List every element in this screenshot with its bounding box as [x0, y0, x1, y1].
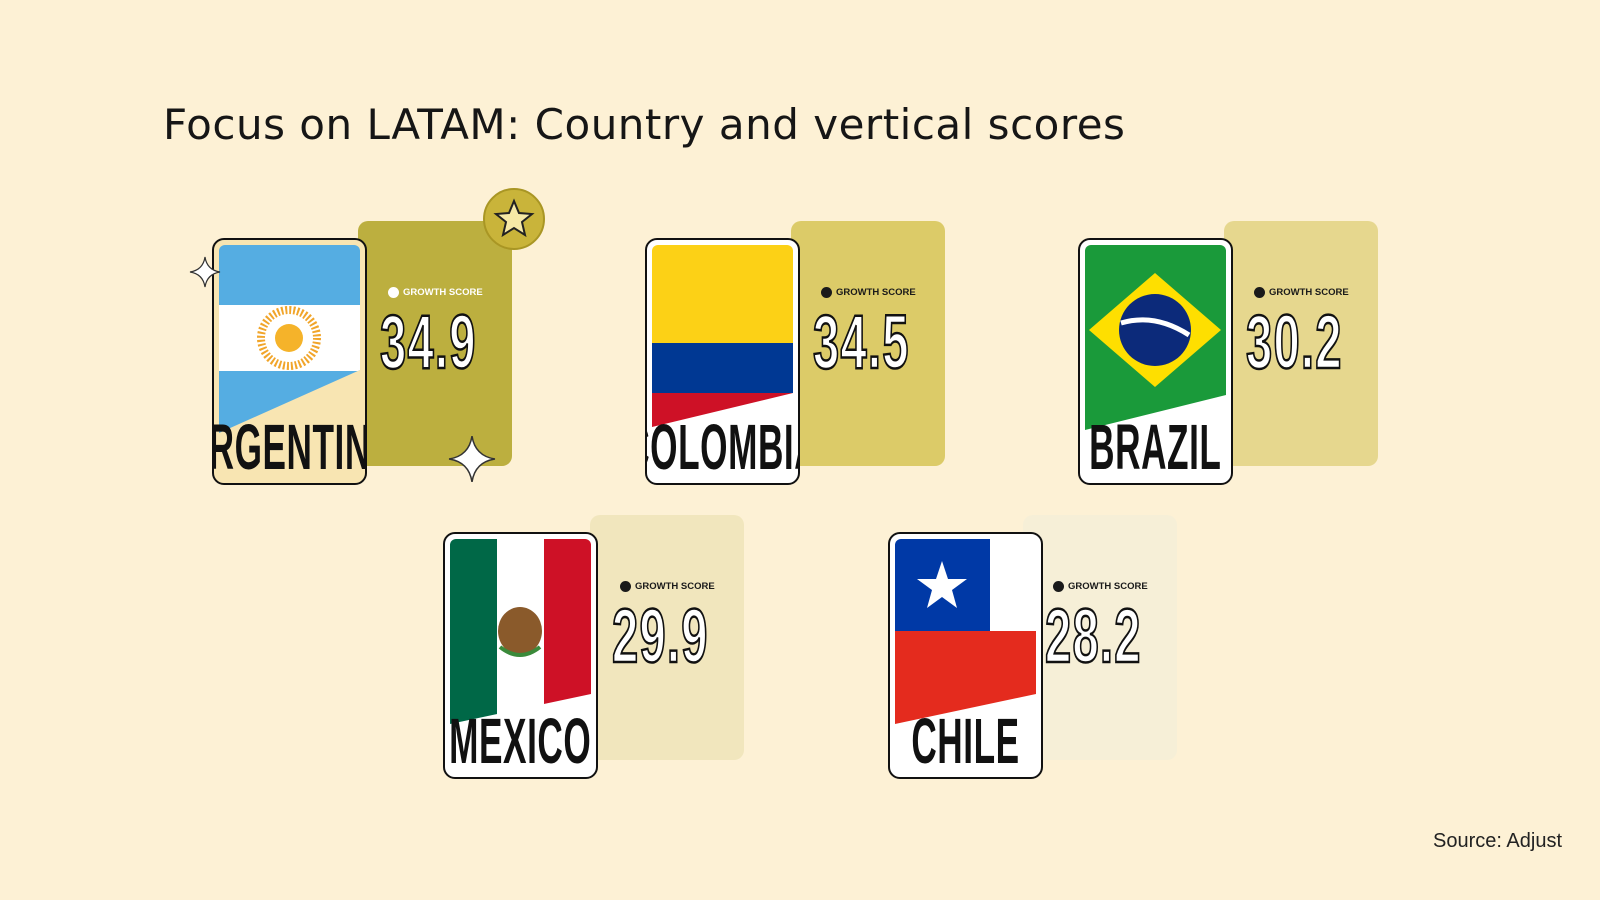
page-title: Focus on LATAM: Country and vertical sco… — [163, 100, 1126, 149]
growth-score-label: GROWTH SCORE — [1254, 287, 1349, 298]
label-text: GROWTH SCORE — [1068, 581, 1148, 592]
score-panel: GROWTH SCORE 30.2 — [1224, 221, 1378, 466]
star-medal-icon — [483, 188, 545, 250]
country-name: BRAZIL — [1089, 411, 1222, 483]
argentina-flag — [219, 245, 360, 433]
chile-flag — [895, 539, 1036, 724]
sparkle-icon — [189, 256, 221, 288]
growth-score-label: GROWTH SCORE — [821, 287, 916, 298]
score-panel: GROWTH SCORE 28.2 — [1023, 515, 1177, 760]
flag-card: CHILE — [888, 532, 1043, 779]
sparkle-icon — [448, 435, 496, 483]
flag-card: MEXICO — [443, 532, 598, 779]
country-name: MEXICO — [449, 705, 592, 777]
label-text: GROWTH SCORE — [635, 581, 715, 592]
growth-score-label: GROWTH SCORE — [620, 581, 715, 592]
score-value: 28.2 — [1044, 593, 1142, 681]
country-name: CHILE — [911, 705, 1020, 777]
country-card-mexico: GROWTH SCORE 29.9 MEXICO — [443, 515, 763, 785]
country-card-brazil: GROWTH SCORE 30.2 BRAZIL — [1078, 221, 1398, 491]
trend-icon — [620, 581, 631, 592]
trend-icon — [1254, 287, 1265, 298]
country-card-chile: GROWTH SCORE 28.2 CHILE — [888, 515, 1208, 785]
score-panel: GROWTH SCORE 29.9 — [590, 515, 744, 760]
label-text: GROWTH SCORE — [403, 287, 483, 298]
trend-icon — [388, 287, 399, 298]
trend-icon — [821, 287, 832, 298]
flag-card: COLOMBIA — [645, 238, 800, 485]
source-note: Source: Adjust — [1433, 830, 1562, 852]
flag-card: BRAZIL — [1078, 238, 1233, 485]
label-text: GROWTH SCORE — [836, 287, 916, 298]
score-panel: GROWTH SCORE 34.5 — [791, 221, 945, 466]
country-name: ARGENTINA — [214, 411, 365, 483]
brazil-flag — [1085, 245, 1226, 430]
score-value: 34.5 — [812, 299, 910, 387]
label-text: GROWTH SCORE — [1269, 287, 1349, 298]
score-value: 30.2 — [1245, 299, 1343, 387]
colombia-flag — [652, 245, 793, 427]
trend-icon — [1053, 581, 1064, 592]
flag-card: ARGENTINA — [212, 238, 367, 485]
country-card-colombia: GROWTH SCORE 34.5 COLOMBIA — [645, 221, 965, 491]
score-value: 29.9 — [611, 593, 709, 681]
score-value: 34.9 — [379, 299, 477, 387]
mexico-flag — [450, 539, 591, 724]
growth-score-label: GROWTH SCORE — [1053, 581, 1148, 592]
growth-score-label: GROWTH SCORE — [388, 287, 483, 298]
country-card-argentina: GROWTH SCORE 34.9 ARGENTINA — [189, 188, 545, 491]
country-name: COLOMBIA — [647, 411, 798, 483]
score-panel: GROWTH SCORE 34.9 — [358, 221, 512, 466]
